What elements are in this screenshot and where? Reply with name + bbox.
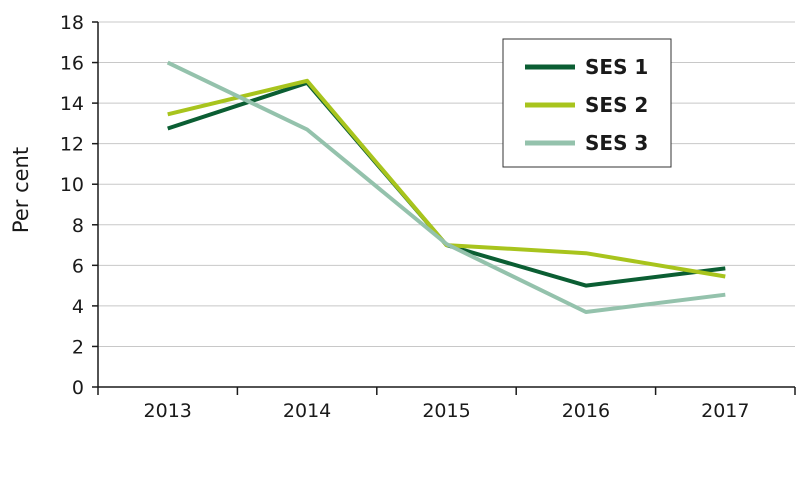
x-tick-label-2017: 2017 — [701, 400, 749, 422]
legend-label-1: SES 1 — [585, 55, 648, 79]
y-tick-label-14: 14 — [60, 93, 84, 115]
y-tick-label-10: 10 — [60, 174, 84, 196]
y-tick-label-18: 18 — [60, 12, 84, 34]
series-line-3 — [166, 60, 726, 314]
x-tick-label-2016: 2016 — [562, 400, 610, 422]
series-lines — [166, 60, 726, 314]
y-tick-label-4: 4 — [72, 296, 84, 318]
y-tick-label-8: 8 — [72, 215, 84, 237]
y-axis-title: Per cent — [9, 147, 33, 233]
y-tick-label-0: 0 — [72, 377, 84, 399]
x-tick-labels: 2013 2014 2015 2016 2017 — [144, 400, 750, 422]
legend-label-3: SES 3 — [585, 131, 648, 155]
y-tick-label-2: 2 — [72, 336, 84, 358]
y-tick-label-6: 6 — [72, 255, 84, 277]
y-tick-labels: 0 2 4 6 8 10 12 14 16 18 — [60, 12, 84, 399]
x-tick-label-2014: 2014 — [283, 400, 331, 422]
y-tick-label-12: 12 — [60, 134, 84, 156]
x-tick-label-2015: 2015 — [422, 400, 470, 422]
legend: SES 1 SES 2 SES 3 — [502, 38, 672, 168]
x-tick-label-2013: 2013 — [144, 400, 192, 422]
axes — [92, 21, 796, 395]
y-tick-label-16: 16 — [60, 53, 84, 75]
legend-label-2: SES 2 — [585, 93, 648, 117]
